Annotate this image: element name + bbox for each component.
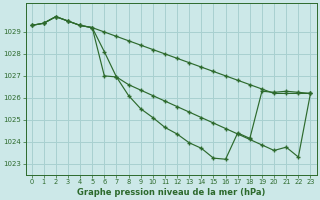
X-axis label: Graphe pression niveau de la mer (hPa): Graphe pression niveau de la mer (hPa) (77, 188, 265, 197)
